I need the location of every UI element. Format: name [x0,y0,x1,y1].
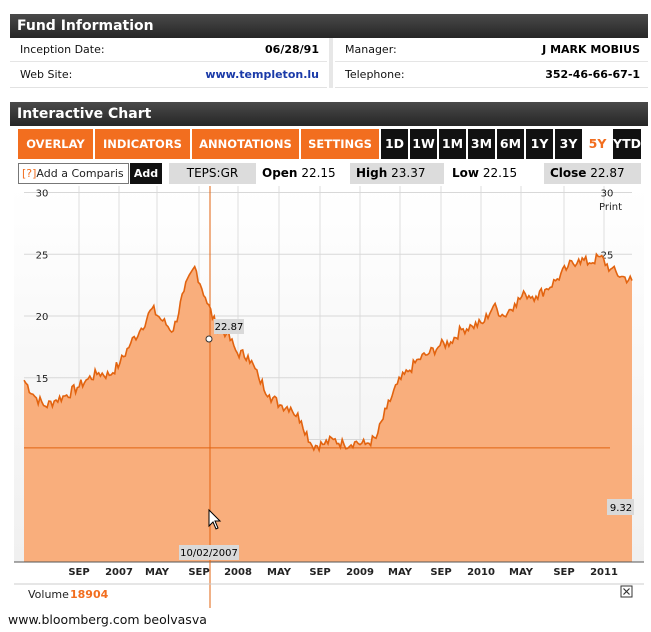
y-tick-label-left: 20 [36,312,49,323]
high-box: High 23.37 [350,163,444,184]
x-tick-label: SEP [68,567,89,578]
annotations-menu[interactable]: ANNOTATIONS ▾ [192,129,300,181]
close-icon[interactable] [620,585,633,598]
x-tick-label: MAY [388,567,413,578]
fund-info-header: Fund Information [10,14,648,38]
y-tick-label-left: 15 [36,374,49,385]
indicators-menu[interactable]: INDICATORS ▾ [95,129,191,181]
range-ytd-button[interactable]: YTD [613,129,641,159]
inception-row: Inception Date: 06/28/91 [10,38,327,62]
x-tick-label: MAY [509,567,534,578]
website-label: Web Site: [20,68,73,81]
website-row: Web Site: www.templeton.lu [10,63,327,87]
hover-point [205,335,213,343]
website-link[interactable]: www.templeton.lu [205,68,319,81]
range-1d-button[interactable]: 1D [381,129,408,159]
open-value: 22.15 [301,166,336,180]
crosshair-date-label: 10/02/2007 [180,548,238,559]
price-line [23,252,633,453]
hover-value-label: 22.87 [215,322,244,333]
volume-label: Volume [28,588,69,601]
x-tick-label: MAY [267,567,292,578]
x-tick-label: 2011 [590,567,618,578]
x-tick-label: 2007 [105,567,133,578]
fund-info-left-panel: Inception Date: 06/28/91 Web Site: www.t… [10,38,327,88]
compare-placeholder: Add a Comparis [36,167,124,180]
high-label: High [356,166,388,180]
crosshair-date-box [179,545,239,560]
y-tick-label-right: 30 [601,189,614,200]
print-link[interactable]: Print [599,202,622,213]
y-tick-label-left: 30 [36,189,49,200]
range-3m-button[interactable]: 3M [468,129,495,159]
overlay-menu[interactable]: OVERLAY ▾ [18,129,94,181]
mouse-cursor-icon [208,508,222,530]
compare-input[interactable]: [?]Add a Comparis [18,163,129,184]
inception-date-label: Inception Date: [20,43,105,56]
hover-value-box [214,319,244,334]
settings-menu[interactable]: SETTINGS ▾ [301,129,380,181]
high-value: 23.37 [391,166,426,180]
x-tick-label: 2009 [346,567,374,578]
manager-value: J MARK MOBIUS [542,43,640,56]
manager-row: Manager: J MARK MOBIUS [335,38,648,62]
x-tick-label: SEP [309,567,330,578]
help-icon[interactable]: [?] [22,167,37,180]
footer-caption: www.bloomberg.com beolvasva [0,608,651,632]
telephone-value: 352-46-66-67-1 [545,68,640,81]
range-1y-button[interactable]: 1Y [526,129,553,159]
price-area [24,254,632,562]
volume-value: 18904 [70,588,109,601]
y-tick-label-right: 25 [601,250,614,261]
x-axis-labels: SEP 2007 MAY SEP 2008 MAY SEP 2009 MAY SEP 2010 MAY… [68,567,618,578]
ticker-box: TEPS:GR [169,163,256,184]
range-6m-button[interactable]: 6M [497,129,524,159]
close-box: Close 22.87 [544,163,641,184]
y-tick-label-left: 25 [36,250,49,261]
low-label: Low [452,166,479,180]
range-1w-button[interactable]: 1W [410,129,437,159]
crosshair-value-box [607,499,634,515]
close-value: 22.87 [590,166,625,180]
close-label: Close [550,166,587,180]
low-value: 22.15 [482,166,518,180]
price-chart[interactable]: 1015202530 1015202530 Print SEP2007MAYSE… [0,186,651,608]
x-tick-label: 2010 [467,567,495,578]
info-divider [329,38,333,88]
x-tick-label: 2008 [224,567,252,578]
interactive-chart-header: Interactive Chart [10,102,648,126]
x-tick-label: MAY [145,567,170,578]
fund-info-right-panel: Manager: J MARK MOBIUS Telephone: 352-46… [335,38,648,88]
range-1m-button[interactable]: 1M [439,129,466,159]
open-label: Open [262,166,298,180]
crosshair-value-label: 9.32 [610,503,632,514]
low-box: Low 22.15 [446,163,542,184]
add-comparison-button[interactable]: Add [130,163,162,184]
x-tick-label: SEP [188,567,209,578]
x-tick-label: SEP [430,567,451,578]
quote-row: [?]Add a Comparis Add TEPS:GR Open 22.15… [18,162,643,184]
telephone-label: Telephone: [345,68,405,81]
ticker-symbol: TEPS:GR [186,166,239,180]
telephone-row: Telephone: 352-46-66-67-1 [335,63,648,87]
range-3y-button[interactable]: 3Y [555,129,582,159]
x-tick-label: SEP [553,567,574,578]
inception-date-value: 06/28/91 [265,43,319,56]
open-box: Open 22.15 [256,163,348,184]
range-5y-button[interactable]: 5Y [584,129,611,159]
manager-label: Manager: [345,43,397,56]
